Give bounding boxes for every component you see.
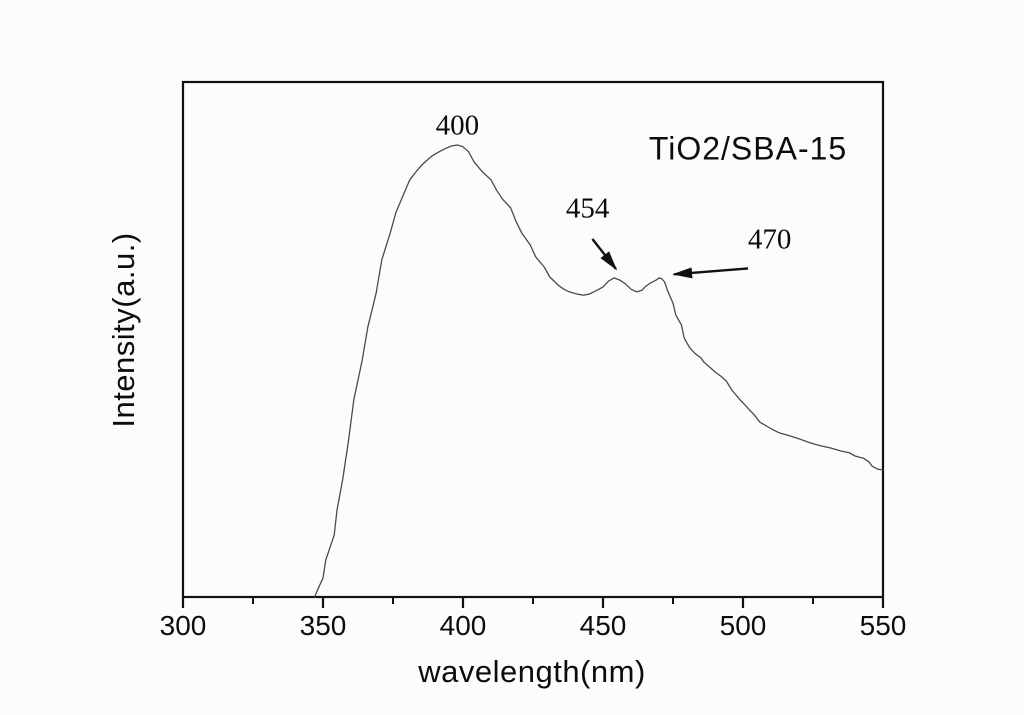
- peak-label-454: 454: [565, 192, 610, 225]
- x-tick-label: 450: [579, 610, 627, 641]
- peak-label-470: 470: [747, 223, 792, 256]
- x-tick-label: 300: [159, 610, 207, 641]
- plot-frame: [181, 80, 885, 599]
- x-tick-label: 500: [719, 610, 767, 641]
- y-axis-title: Intensity(a.u.): [106, 232, 141, 428]
- x-tick-label: 550: [859, 610, 907, 641]
- peak-label-400: 400: [435, 109, 480, 142]
- annotation-arrow: [591, 238, 618, 271]
- sample-name-label: TiO2/SBA-15: [648, 130, 848, 167]
- x-tick-label: 350: [299, 610, 347, 641]
- x-tick-label: 400: [439, 610, 487, 641]
- spectrum-curve: [313, 144, 884, 598]
- x-axis-title: wavelength(nm): [418, 654, 646, 689]
- annotation-arrow: [672, 267, 749, 279]
